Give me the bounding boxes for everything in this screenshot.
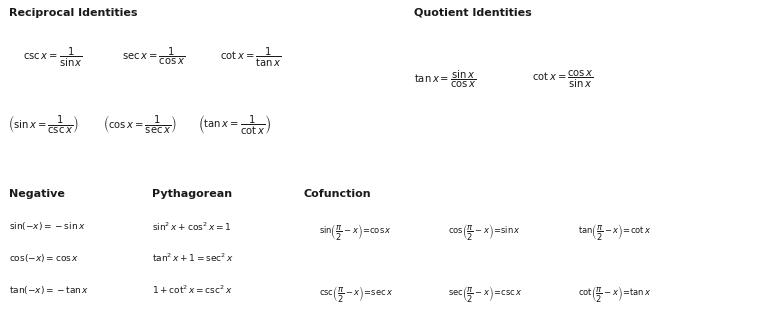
Text: $\tan(-x) = -\tan x$: $\tan(-x) = -\tan x$ (9, 284, 90, 295)
Text: $\sec x = \dfrac{1}{\cos x}$: $\sec x = \dfrac{1}{\cos x}$ (122, 46, 185, 67)
Text: $\cot x = \dfrac{1}{\tan x}$: $\cot x = \dfrac{1}{\tan x}$ (220, 46, 282, 69)
Text: $\tan^2 x + 1 = \sec^2 x$: $\tan^2 x + 1 = \sec^2 x$ (152, 252, 234, 264)
Text: $\cot\!\left(\dfrac{\pi}{2}-x\right)\!=\!\tan x$: $\cot\!\left(\dfrac{\pi}{2}-x\right)\!=\… (578, 284, 651, 303)
Text: $\left(\cos x = \dfrac{1}{\sec x}\right)$: $\left(\cos x = \dfrac{1}{\sec x}\right)… (103, 113, 176, 135)
Text: $1 + \cot^2 x = \csc^2 x$: $1 + \cot^2 x = \csc^2 x$ (152, 284, 233, 296)
Text: $\sin^2 x + \cos^2 x = 1$: $\sin^2 x + \cos^2 x = 1$ (152, 220, 231, 233)
Text: $\tan\!\left(\dfrac{\pi}{2}-x\right)\!=\!\cot x$: $\tan\!\left(\dfrac{\pi}{2}-x\right)\!=\… (578, 222, 651, 242)
Text: Negative: Negative (9, 189, 65, 199)
Text: Reciprocal Identities: Reciprocal Identities (9, 8, 138, 18)
Text: $\csc\!\left(\dfrac{\pi}{2}-x\right)\!=\!\sec x$: $\csc\!\left(\dfrac{\pi}{2}-x\right)\!=\… (319, 284, 394, 303)
Text: Pythagorean: Pythagorean (152, 189, 232, 199)
Text: $\left(\tan x = \dfrac{1}{\cot x}\right)$: $\left(\tan x = \dfrac{1}{\cot x}\right)… (198, 113, 271, 136)
Text: $\left(\sin x = \dfrac{1}{\csc x}\right)$: $\left(\sin x = \dfrac{1}{\csc x}\right)… (8, 113, 78, 135)
Text: Quotient Identities: Quotient Identities (414, 8, 532, 18)
Text: $\csc x = \dfrac{1}{\sin x}$: $\csc x = \dfrac{1}{\sin x}$ (23, 46, 83, 69)
Text: $\cos(-x) = \cos x$: $\cos(-x) = \cos x$ (9, 252, 79, 264)
Text: Cofunction: Cofunction (304, 189, 372, 199)
Text: $\cot x = \dfrac{\cos x}{\sin x}$: $\cot x = \dfrac{\cos x}{\sin x}$ (532, 69, 594, 90)
Text: $\sin\!\left(\dfrac{\pi}{2}-x\right)\!=\!\cos x$: $\sin\!\left(\dfrac{\pi}{2}-x\right)\!=\… (319, 222, 392, 242)
Text: $\sec\!\left(\dfrac{\pi}{2}-x\right)\!=\!\csc x$: $\sec\!\left(\dfrac{\pi}{2}-x\right)\!=\… (448, 284, 523, 303)
Text: $\tan x = \dfrac{\sin x}{\cos x}$: $\tan x = \dfrac{\sin x}{\cos x}$ (414, 69, 477, 90)
Text: $\cos\!\left(\dfrac{\pi}{2}-x\right)\!=\!\sin x$: $\cos\!\left(\dfrac{\pi}{2}-x\right)\!=\… (448, 222, 521, 242)
Text: $\sin(-x) = -\sin x$: $\sin(-x) = -\sin x$ (9, 220, 86, 232)
